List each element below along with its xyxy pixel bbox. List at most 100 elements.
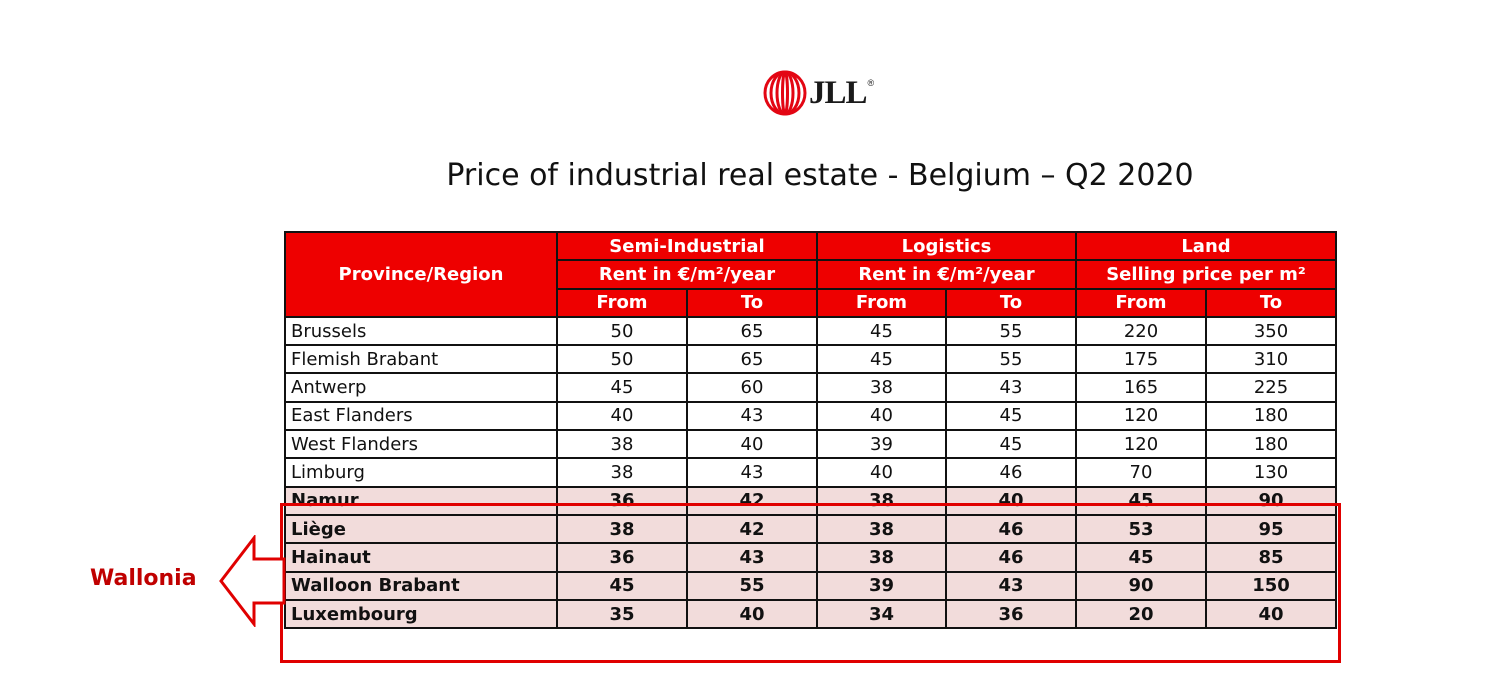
value-cell: 46 [945,457,1077,488]
region-name-cell: Luxembourg [284,598,558,630]
value-cell: 40 [686,598,818,630]
value-cell: 39 [816,570,947,601]
table-row: Brussels 50 65 45 55 220 350 [284,315,1337,347]
value-cell: 65 [686,344,818,375]
sub-header-to: To [686,287,818,318]
value-cell: 120 [1075,400,1207,432]
value-cell: 70 [1075,457,1207,488]
value-cell: 175 [1075,344,1207,375]
value-cell: 180 [1205,429,1337,460]
value-cell: 43 [686,400,818,432]
value-cell: 40 [1205,598,1337,630]
table-row: Walloon Brabant 45 55 39 43 90 150 [284,570,1337,601]
region-name-cell: Walloon Brabant [284,570,558,601]
region-name-cell: Limburg [284,457,558,488]
value-cell: 45 [816,344,947,375]
left-arrow-icon [219,535,286,627]
value-cell: 46 [945,542,1077,573]
value-cell: 53 [1075,513,1207,545]
group-header-logistics: Logistics [816,230,1077,262]
value-cell: 38 [556,457,688,488]
value-cell: 220 [1075,315,1207,347]
region-name-cell: West Flanders [284,429,558,460]
region-name-cell: Antwerp [284,372,558,403]
value-cell: 42 [686,513,818,545]
value-cell: 45 [945,429,1077,460]
table-row: East Flanders 40 43 40 45 120 180 [284,400,1337,432]
value-cell: 43 [945,570,1077,601]
group-header-semi-industrial: Semi-Industrial [556,230,818,262]
table-row: West Flanders 38 40 39 45 120 180 [284,429,1337,460]
value-cell: 55 [945,315,1077,347]
value-cell: 45 [556,570,688,601]
table-body: Brussels 50 65 45 55 220 350 Flemish Brabant 50 6… [284,315,1337,630]
sub-header-to: To [945,287,1077,318]
value-cell: 310 [1205,344,1337,375]
wallonia-label: Wallonia [90,566,197,591]
value-cell: 45 [816,315,947,347]
table-row: Limburg 38 43 40 46 70 130 [284,457,1337,488]
value-cell: 46 [945,513,1077,545]
sub-header-from: From [816,287,947,318]
sub-header-to: To [1205,287,1337,318]
region-name-cell: Namur [284,485,558,516]
region-header: Province/Region [284,231,558,318]
region-name-cell: Liège [284,513,558,545]
jll-logo-mark-icon [763,70,807,116]
value-cell: 36 [945,598,1077,630]
value-cell: 150 [1205,570,1337,601]
region-name-cell: Brussels [284,315,558,347]
logo-text: JLL [809,74,868,111]
value-cell: 85 [1205,542,1337,573]
value-cell: 40 [556,400,688,432]
value-cell: 50 [556,315,688,347]
logo-registered-mark: ® [867,78,875,88]
group-header-land: Land [1075,230,1337,262]
value-cell: 45 [1075,542,1207,573]
value-cell: 38 [816,372,947,403]
value-cell: 165 [1075,372,1207,403]
value-cell: 20 [1075,598,1207,630]
value-cell: 45 [945,400,1077,432]
value-cell: 40 [945,485,1077,516]
value-cell: 38 [556,429,688,460]
page-title: Price of industrial real estate - Belgiu… [446,158,1194,193]
region-name-cell: Hainaut [284,542,558,573]
value-cell: 55 [686,570,818,601]
price-table: Province/Region Semi-Industrial Logistic… [284,230,1337,630]
table-row: Liège 38 42 38 46 53 95 [284,513,1337,545]
value-cell: 45 [556,372,688,403]
value-cell: 350 [1205,315,1337,347]
value-cell: 95 [1205,513,1337,545]
value-cell: 40 [816,457,947,488]
value-cell: 180 [1205,400,1337,432]
value-cell: 90 [1075,570,1207,601]
value-cell: 225 [1205,372,1337,403]
value-cell: 55 [945,344,1077,375]
region-name-cell: East Flanders [284,400,558,432]
unit-header-land: Selling price per m² [1075,259,1337,290]
value-cell: 130 [1205,457,1337,488]
value-cell: 45 [1075,485,1207,516]
sub-header-from: From [556,287,688,318]
value-cell: 120 [1075,429,1207,460]
table-row: Namur 36 42 38 40 45 90 [284,485,1337,516]
value-cell: 50 [556,344,688,375]
value-cell: 39 [816,429,947,460]
value-cell: 38 [816,542,947,573]
value-cell: 36 [556,485,688,516]
value-cell: 38 [816,513,947,545]
value-cell: 43 [945,372,1077,403]
sub-header-from: From [1075,287,1207,318]
region-name-cell: Flemish Brabant [284,344,558,375]
value-cell: 40 [686,429,818,460]
value-cell: 38 [816,485,947,516]
jll-logo: JLL ® [763,70,874,116]
table-row: Flemish Brabant 50 65 45 55 175 310 [284,344,1337,375]
table-row: Antwerp 45 60 38 43 165 225 [284,372,1337,403]
value-cell: 90 [1205,485,1337,516]
value-cell: 60 [686,372,818,403]
table-row: Luxembourg 35 40 34 36 20 40 [284,598,1337,630]
value-cell: 38 [556,513,688,545]
value-cell: 43 [686,542,818,573]
